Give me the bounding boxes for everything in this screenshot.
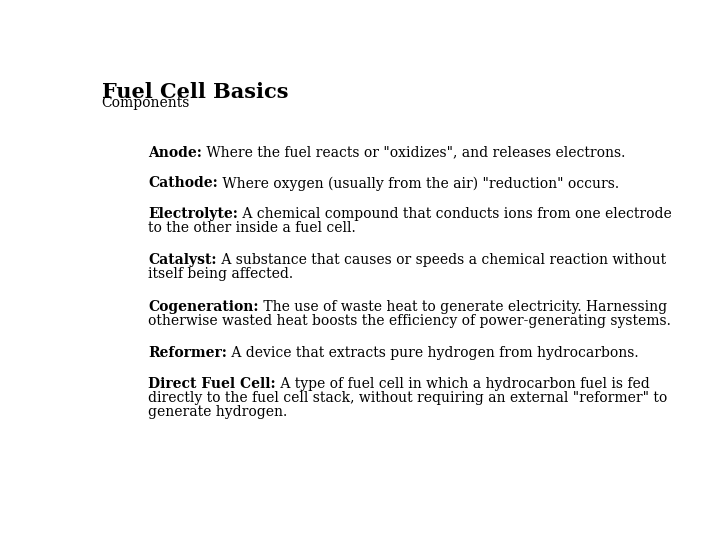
Text: generate hydrogen.: generate hydrogen. <box>148 404 287 418</box>
Text: directly to the fuel cell stack, without requiring an external "reformer" to: directly to the fuel cell stack, without… <box>148 390 667 404</box>
Text: A chemical compound that conducts ions from one electrode: A chemical compound that conducts ions f… <box>238 207 672 221</box>
Text: Where the fuel reacts or "oxidizes", and releases electrons.: Where the fuel reacts or "oxidizes", and… <box>202 146 626 160</box>
Text: itself being affected.: itself being affected. <box>148 267 293 281</box>
Text: Electrolyte:: Electrolyte: <box>148 207 238 221</box>
Text: otherwise wasted heat boosts the efficiency of power-generating systems.: otherwise wasted heat boosts the efficie… <box>148 314 671 328</box>
Text: to the other inside a fuel cell.: to the other inside a fuel cell. <box>148 221 356 235</box>
Text: A substance that causes or speeds a chemical reaction without: A substance that causes or speeds a chem… <box>217 253 666 267</box>
Text: A device that extracts pure hydrogen from hydrocarbons.: A device that extracts pure hydrogen fro… <box>227 346 639 360</box>
Text: The use of waste heat to generate electricity. Harnessing: The use of waste heat to generate electr… <box>258 300 667 314</box>
Text: Cathode:: Cathode: <box>148 177 218 191</box>
Text: Catalyst:: Catalyst: <box>148 253 217 267</box>
Text: Direct Fuel Cell:: Direct Fuel Cell: <box>148 377 276 390</box>
Text: Anode:: Anode: <box>148 146 202 160</box>
Text: Reformer:: Reformer: <box>148 346 227 360</box>
Text: A type of fuel cell in which a hydrocarbon fuel is fed: A type of fuel cell in which a hydrocarb… <box>276 377 649 390</box>
Text: Fuel Cell Basics: Fuel Cell Basics <box>102 82 288 102</box>
Text: Cogeneration:: Cogeneration: <box>148 300 258 314</box>
Text: Components: Components <box>102 96 190 110</box>
Text: Where oxygen (usually from the air) "reduction" occurs.: Where oxygen (usually from the air) "red… <box>218 177 619 191</box>
